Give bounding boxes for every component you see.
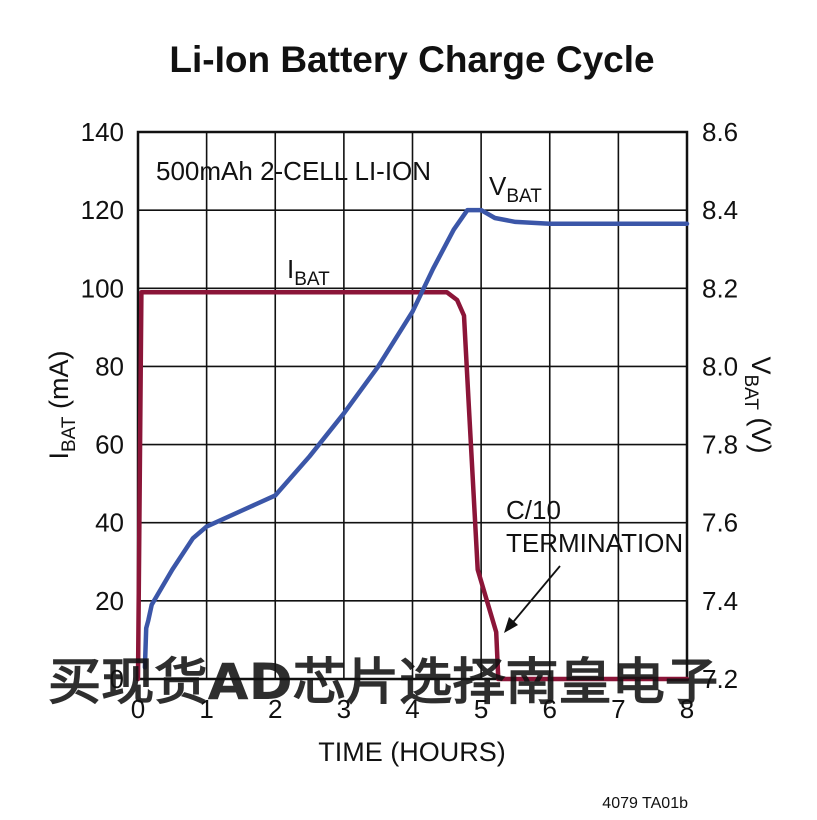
x-tick-label: 4: [405, 694, 419, 724]
termination-label-line1: C/10: [506, 495, 561, 525]
right-tick-label: 7.4: [702, 586, 738, 616]
right-axis-ticks: 7.2 7.4 7.6 7.8 8.0 8.2 8.4 8.6: [702, 117, 738, 694]
grid: [138, 132, 687, 679]
termination-label-line2: TERMINATION: [506, 528, 683, 558]
termination-arrow-head: [504, 617, 518, 633]
right-axis-title-main: V: [746, 356, 776, 374]
left-axis-ticks: 0 20 40 60 80 100 120 140: [81, 117, 124, 694]
plot-frame: [136, 130, 689, 681]
x-tick-label: 6: [543, 694, 557, 724]
left-axis-title-main: I: [44, 452, 74, 460]
right-axis-title: VBAT (V): [740, 356, 776, 453]
left-tick-label: 0: [110, 664, 124, 694]
x-axis-title: TIME (HOURS): [318, 737, 505, 767]
box-label: 500mAh 2-CELL LI-ION: [156, 156, 431, 186]
left-tick-label: 40: [95, 508, 124, 538]
left-tick-label: 140: [81, 117, 124, 147]
right-tick-label: 8.4: [702, 195, 738, 225]
left-tick-label: 100: [81, 273, 124, 303]
x-tick-label: 1: [199, 694, 213, 724]
left-axis-title-rest: (mA): [44, 350, 74, 416]
right-tick-label: 7.8: [702, 430, 738, 460]
right-tick-label: 7.6: [702, 508, 738, 538]
right-tick-label: 8.0: [702, 351, 738, 381]
termination-arrow: [504, 565, 561, 633]
left-axis-title: IBAT (mA): [44, 350, 80, 459]
left-tick-label: 80: [95, 351, 124, 381]
left-tick-label: 120: [81, 195, 124, 225]
figure-id: 4079 TA01b: [602, 795, 688, 812]
series-layer: [135, 207, 690, 682]
x-tick-label: 5: [474, 694, 488, 724]
x-tick-label: 2: [268, 694, 282, 724]
right-tick-label: 8.2: [702, 273, 738, 303]
right-axis-title-sub: BAT: [740, 374, 761, 410]
right-tick-label: 7.2: [702, 664, 738, 694]
chart-title: Li-Ion Battery Charge Cycle: [169, 39, 654, 80]
left-axis-title-sub: BAT: [59, 416, 80, 452]
x-tick-label: 0: [131, 694, 145, 724]
right-axis-title-rest: (V): [746, 410, 776, 454]
x-axis-ticks: 0 1 2 3 4 5 6 7 8: [131, 694, 694, 724]
left-tick-label: 60: [95, 430, 124, 460]
right-tick-label: 8.6: [702, 117, 738, 147]
series-line-ibat: [135, 289, 690, 682]
ibat-series-label-main: I: [287, 254, 294, 284]
termination-arrow-line: [508, 565, 561, 628]
x-tick-label: 3: [337, 694, 351, 724]
vbat-series-label-main: V: [489, 171, 507, 201]
left-tick-label: 20: [95, 586, 124, 616]
ibat-series-label: IBAT: [287, 254, 330, 290]
vbat-series-label: VBAT: [489, 171, 542, 207]
x-tick-label: 8: [680, 694, 694, 724]
watermark: 买现货AD芯片选择南皇电子: [48, 653, 718, 711]
x-tick-label: 7: [611, 694, 625, 724]
vbat-series-label-sub: BAT: [506, 186, 542, 207]
series-line-vbat: [142, 207, 690, 670]
ibat-series-label-sub: BAT: [294, 269, 330, 290]
